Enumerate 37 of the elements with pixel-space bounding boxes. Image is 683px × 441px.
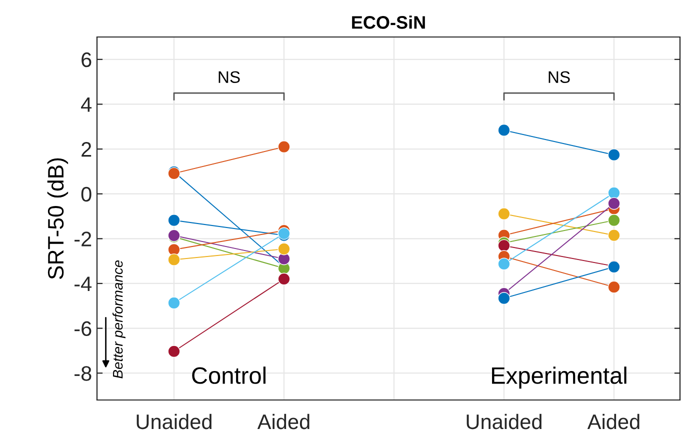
point [278,242,290,256]
y-tick-label: -6 [74,321,92,336]
y-tick-label: 0 [81,186,92,202]
y-tick-label: 4 [81,97,92,112]
point [278,140,290,154]
chart-title: ECO-SiN [352,16,425,29]
point [168,214,180,227]
y-tick-label: 2 [82,142,92,157]
y-tick-label: 6 [82,52,92,68]
point [608,214,620,227]
x-tick-label: Unaided [466,414,542,430]
y-tick-label: -4 [74,276,92,292]
x-tick-label: Aided [587,414,640,430]
y-axis-title: SRT-50 (dB) [47,158,68,280]
point [168,253,180,266]
x-tick-label: Aided [257,414,310,430]
y-tick-label: -2 [74,232,92,246]
point [498,239,510,252]
point [608,280,620,294]
point [278,272,290,286]
point [608,186,620,200]
x-tick-label: Unaided [136,414,212,430]
point [168,296,180,310]
point [608,197,620,210]
y-tick-label: -8 [74,366,92,381]
annotation: Control [192,366,266,384]
point [498,292,510,305]
annotation: Experimental [492,366,626,389]
point [498,258,510,270]
annotation: NS [548,71,570,83]
annotation: Better performance [112,260,126,378]
point [498,124,510,136]
point [608,229,620,242]
annotation: NS [218,71,240,83]
point [168,345,180,358]
point [498,208,510,220]
point [608,148,620,162]
